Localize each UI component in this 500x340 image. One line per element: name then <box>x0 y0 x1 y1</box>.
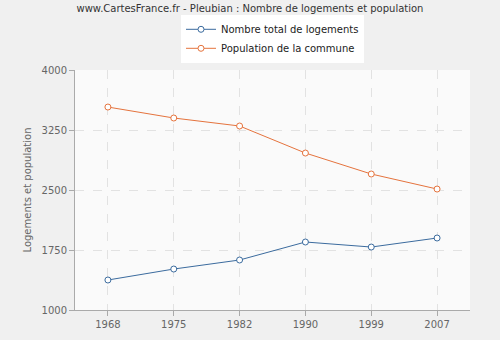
svg-text:1968: 1968 <box>95 319 120 330</box>
svg-text:3250: 3250 <box>42 125 67 136</box>
svg-text:Population de la commune: Population de la commune <box>221 43 354 54</box>
svg-text:2007: 2007 <box>424 319 449 330</box>
svg-text:2500: 2500 <box>42 185 67 196</box>
svg-text:1750: 1750 <box>42 245 67 256</box>
svg-text:Nombre total de logements: Nombre total de logements <box>221 24 358 35</box>
svg-text:1990: 1990 <box>293 319 318 330</box>
svg-text:Logements et population: Logements et population <box>22 127 33 252</box>
svg-text:1000: 1000 <box>42 305 67 316</box>
svg-text:www.CartesFrance.fr - Pleubian: www.CartesFrance.fr - Pleubian : Nombre … <box>77 3 424 14</box>
svg-text:1999: 1999 <box>359 319 384 330</box>
svg-text:4000: 4000 <box>42 65 67 76</box>
svg-text:1975: 1975 <box>161 319 186 330</box>
svg-text:1982: 1982 <box>227 319 252 330</box>
